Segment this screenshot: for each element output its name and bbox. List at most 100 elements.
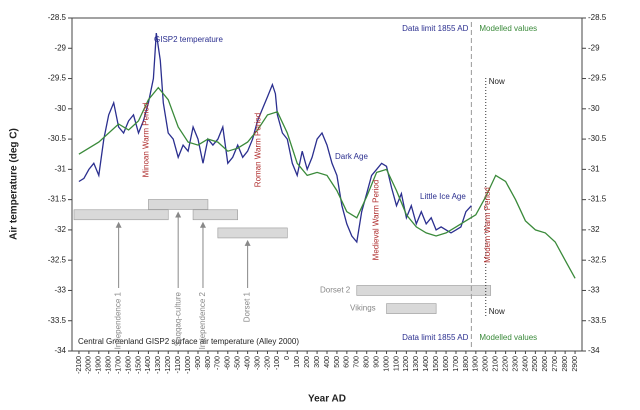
period-bar <box>386 303 437 314</box>
age-label: Dark Age <box>335 152 368 161</box>
period-label: Dorset 1 <box>243 291 252 322</box>
warm-period-label: Minoan Warm Period <box>142 103 151 178</box>
arrow-head <box>175 211 182 218</box>
period-label: Independence 1 <box>114 291 123 349</box>
period-bar <box>192 209 239 221</box>
x-tick-label: 2500 <box>532 356 539 372</box>
age-label: Little Ice Age <box>420 192 466 201</box>
x-tick-label: -1700 <box>115 356 122 374</box>
arrow-head <box>244 239 251 246</box>
x-tick-label: 500 <box>334 356 341 368</box>
x-tick-label: 200 <box>304 356 311 368</box>
series-line <box>78 33 472 244</box>
y-tick-label: -33.5 <box>48 316 67 325</box>
y-tick-label-right: -29.5 <box>588 74 607 83</box>
caption: Central Greenland GISP2 surface air temp… <box>78 337 299 346</box>
x-tick-label: -1800 <box>106 356 113 374</box>
plot-frame <box>71 17 583 352</box>
y-tick-label: -30.5 <box>48 134 67 143</box>
y-tick-label-right: -28.5 <box>588 13 607 22</box>
y-tick-label: -28.5 <box>48 13 67 22</box>
x-tick-label: -300 <box>254 356 261 370</box>
y-tick-label-right: -31.5 <box>588 195 607 204</box>
x-tick-label: 1600 <box>443 356 450 372</box>
y-tick-label: -34 <box>54 346 66 355</box>
x-tick-label: -2100 <box>76 356 83 374</box>
y-tick-label: -29 <box>54 43 66 52</box>
warm-period-label: Roman Warm Period <box>254 113 263 187</box>
period-bar <box>73 209 169 221</box>
y-tick-label-right: -32 <box>588 225 600 234</box>
modelled-label: Modelled values <box>479 24 537 33</box>
data-limit-label: Data limit 1855 AD <box>402 24 468 33</box>
y-tick-label-right: -30.5 <box>588 134 607 143</box>
y-tick-label-right: -32.5 <box>588 255 607 264</box>
x-tick-label: 2700 <box>552 356 559 372</box>
x-tick-label: 1400 <box>423 356 430 372</box>
period-bar <box>217 227 288 239</box>
period-bar <box>148 199 209 210</box>
x-tick-label: 800 <box>364 356 371 368</box>
x-tick-label: -1500 <box>135 356 142 374</box>
period-bar <box>356 285 492 296</box>
x-tick-label: 700 <box>354 356 361 368</box>
y-tick-label: -31.5 <box>48 195 67 204</box>
arrow-head <box>115 221 122 228</box>
x-tick-label: -1400 <box>145 356 152 374</box>
series-label: GISP2 temperature <box>154 35 223 44</box>
data-limit-label: Data limit 1855 AD <box>402 333 468 342</box>
x-tick-label: 300 <box>314 356 321 368</box>
x-tick-label: -1900 <box>96 356 103 374</box>
x-tick-label: -1200 <box>165 356 172 374</box>
period-label: Independence 2 <box>198 291 207 349</box>
x-tick-label: -1100 <box>175 356 182 373</box>
x-tick-label: -1300 <box>155 356 162 374</box>
x-tick-label: -500 <box>235 356 242 370</box>
x-tick-label: -700 <box>215 356 222 370</box>
period-label: Vikings <box>350 304 376 313</box>
y-tick-label: -32 <box>54 225 66 234</box>
x-tick-label: 2400 <box>522 356 529 372</box>
x-tick-label: -100 <box>274 356 281 370</box>
x-tick-label: 2100 <box>493 356 500 372</box>
x-tick-label: 1100 <box>393 356 400 371</box>
y-tick-label: -31 <box>54 164 66 173</box>
x-tick-label: 1500 <box>433 356 440 372</box>
x-tick-label: -200 <box>264 356 271 370</box>
y-tick-label-right: -31 <box>588 164 600 173</box>
x-tick-label: 900 <box>373 356 380 368</box>
x-tick-label: 2600 <box>542 356 549 372</box>
y-tick-label: -29.5 <box>48 74 67 83</box>
x-tick-label: 2200 <box>502 356 509 372</box>
y-tick-label: -32.5 <box>48 255 67 264</box>
x-axis-label: Year AD <box>308 394 346 405</box>
x-tick-label: 2000 <box>483 356 490 372</box>
y-tick-label: -33 <box>54 286 66 295</box>
y-tick-label-right: -29 <box>588 43 600 52</box>
modelled-label: Modelled values <box>479 333 537 342</box>
x-tick-label: -2000 <box>86 356 93 374</box>
x-tick-label: 1000 <box>383 356 390 372</box>
x-tick-label: 1300 <box>413 356 420 372</box>
x-tick-label: 0 <box>284 356 291 360</box>
x-tick-label: -1000 <box>185 356 192 374</box>
x-tick-label: -900 <box>195 356 202 370</box>
x-tick-label: 2300 <box>512 356 519 372</box>
x-tick-label: 1800 <box>463 356 470 372</box>
x-tick-label: 2900 <box>572 356 579 372</box>
x-tick-label: 1700 <box>453 356 460 372</box>
series-line <box>78 86 576 279</box>
arrow-head <box>199 221 206 228</box>
x-tick-label: 1200 <box>403 356 410 372</box>
warm-period-label: Medieval Warm Period <box>372 180 381 261</box>
now-label: Now <box>489 307 505 316</box>
x-tick-label: 100 <box>294 356 301 368</box>
x-tick-label: 2800 <box>562 356 569 372</box>
x-tick-label: -400 <box>244 356 251 370</box>
y-tick-label-right: -33 <box>588 286 600 295</box>
x-tick-label: 400 <box>324 356 331 368</box>
y-tick-label: -30 <box>54 104 66 113</box>
x-tick-label: -1600 <box>125 356 132 374</box>
x-tick-label: 1900 <box>473 356 480 372</box>
